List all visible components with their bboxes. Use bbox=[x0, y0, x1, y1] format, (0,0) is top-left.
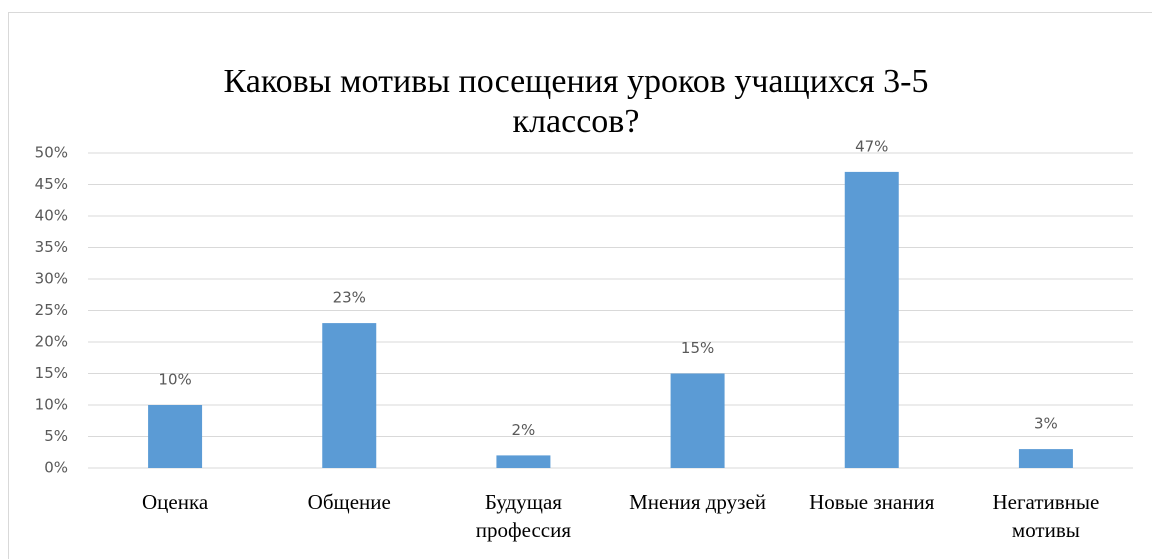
bar bbox=[322, 323, 377, 468]
bar bbox=[670, 373, 725, 468]
y-tick-label: 30% bbox=[35, 270, 68, 288]
data-label: 15% bbox=[681, 339, 714, 357]
bar bbox=[496, 455, 551, 468]
data-label: 2% bbox=[512, 421, 536, 439]
y-tick-label: 20% bbox=[35, 333, 68, 351]
bar bbox=[1018, 449, 1073, 468]
chart-frame bbox=[8, 12, 1152, 559]
y-tick-label: 40% bbox=[35, 207, 68, 225]
y-tick-label: 0% bbox=[44, 459, 68, 477]
x-tick-label: Мнения друзей bbox=[629, 490, 767, 514]
bar bbox=[148, 405, 203, 468]
data-label: 10% bbox=[158, 371, 191, 389]
x-tick-label: Новые знания bbox=[809, 490, 935, 514]
y-tick-label: 10% bbox=[35, 396, 68, 414]
x-tick-label: Общение bbox=[307, 490, 391, 514]
x-tick-label: Оценка bbox=[141, 490, 209, 514]
y-tick-label: 45% bbox=[35, 175, 68, 193]
x-tick-label: Будущая профессия bbox=[475, 490, 572, 542]
bar bbox=[844, 171, 899, 468]
y-tick-label: 35% bbox=[35, 238, 68, 256]
data-label: 3% bbox=[1034, 415, 1058, 433]
data-label: 23% bbox=[333, 289, 366, 307]
y-tick-label: 15% bbox=[35, 364, 68, 382]
data-label: 47% bbox=[855, 137, 888, 155]
y-tick-label: 50% bbox=[35, 144, 68, 162]
y-tick-label: 25% bbox=[35, 301, 68, 319]
chart-title: Каковы мотивы посещения уроков учащихся … bbox=[223, 63, 929, 140]
x-tick-label: Негативные мотивы bbox=[992, 490, 1100, 542]
y-tick-label: 5% bbox=[44, 427, 68, 445]
